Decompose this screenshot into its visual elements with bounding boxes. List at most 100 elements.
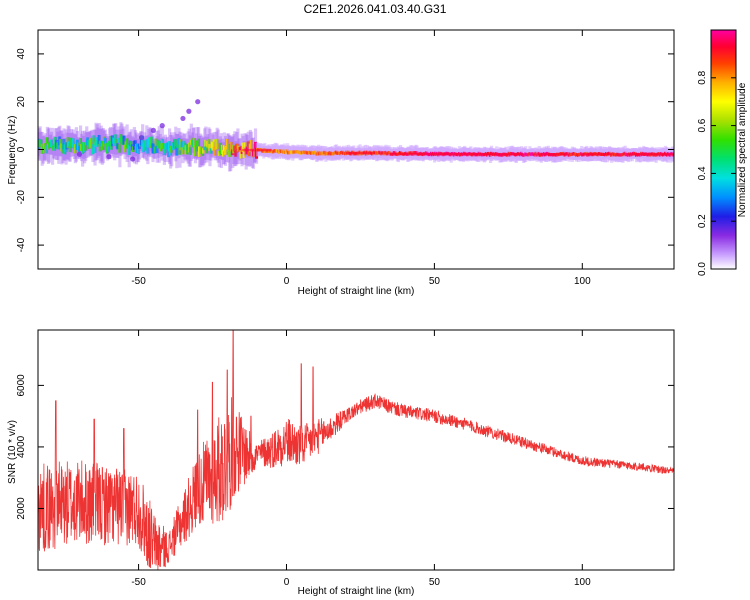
spectrogram-core-cell [117, 137, 121, 143]
spectrogram-core-cell [212, 139, 216, 148]
spectrogram-y-ticks: -40 -20 0 20 40 [16, 48, 674, 252]
colorbar-tick-label: 0.6 [697, 118, 708, 132]
spectrogram-core-cell [73, 144, 77, 154]
spectrogram-core-cell [197, 138, 201, 147]
spectrogram-image [38, 99, 674, 172]
spectrogram-scatter-blob [138, 134, 145, 141]
spectrogram-core-cell [137, 146, 141, 155]
colorbar-tick-label: 0.4 [697, 166, 708, 180]
spectrogram-y-tick-label: 20 [16, 96, 27, 108]
spectrogram-x-tick-label: -50 [131, 276, 146, 287]
spectrogram-core-cell [180, 141, 184, 148]
spectrogram-core-cell [90, 139, 94, 147]
spectrogram-core-cell [133, 140, 137, 147]
spectrogram-core-cell [62, 138, 66, 150]
spectrogram-core-cell [177, 138, 181, 149]
spectrogram-y-tick-label: 0 [16, 146, 27, 152]
spectrogram-core-cell [114, 134, 118, 144]
spectrogram-core-cell [175, 146, 179, 156]
spectrogram-core-cell [207, 138, 211, 149]
spectrogram-core-cell [155, 145, 159, 154]
spectrogram-core-cell [127, 144, 131, 155]
spectrogram-core-cell [53, 144, 57, 151]
spectrogram-core-cell [217, 150, 221, 157]
spectrogram-core-cell [213, 146, 217, 156]
snr-y-ticks: 2000 4000 6000 [16, 374, 674, 520]
spectrogram-core-cell [79, 138, 83, 146]
spectrogram-core-cell [208, 143, 212, 152]
spectrogram-core-cell [161, 142, 165, 149]
spectrogram-core-cell [233, 145, 237, 152]
snr-y-tick-label: 6000 [16, 374, 27, 397]
snr-x-tick-label: 100 [574, 577, 591, 588]
spectrogram-scatter-blob [130, 156, 136, 162]
spectrogram-x-tick-label: 50 [429, 276, 441, 287]
colorbar-gradient [711, 30, 736, 269]
spectrogram-core-cell [242, 147, 246, 158]
spectrogram-scatter-blob [195, 99, 201, 105]
spectrogram-core-cell [150, 136, 154, 146]
spectrogram-scatter-blob [186, 108, 192, 114]
spectrogram-core-cell [220, 144, 224, 155]
spectrogram-core-cell [234, 150, 238, 157]
snr-y-tick-label: 4000 [16, 435, 27, 458]
spectrogram-scatter-blob [180, 115, 186, 122]
spectrogram-core-cell [168, 141, 172, 152]
spectrogram-y-tick-label: -20 [16, 190, 27, 205]
spectrogram-core-cell [254, 141, 258, 149]
spectrogram-core-cell [225, 146, 229, 155]
spectrogram-core-cell [84, 142, 88, 151]
spectrogram-core-cell [249, 139, 253, 150]
spectrogram-core-cell [216, 143, 220, 149]
spectrogram-peak-band [242, 148, 272, 152]
figure-title: C2E1.2026.041.03.40.G31 [304, 2, 447, 16]
spectrogram-core-cell [146, 145, 150, 154]
spectrogram-scatter-blob [76, 151, 83, 157]
spectrogram-core-cell [192, 137, 196, 148]
spectrogram-core-cell [229, 149, 233, 157]
snr-x-tick-label: -50 [131, 577, 146, 588]
spectrogram-scatter-blob [106, 154, 112, 160]
spectrogram-x-tick-label: 0 [284, 276, 290, 287]
colorbar-tick-label: 0.8 [697, 70, 708, 84]
colorbar: 0.0 0.2 0.4 0.6 0.8 Normalized spectral ampl… [697, 29, 748, 276]
snr-plot-area [38, 330, 674, 570]
spectrogram-core-cell [97, 134, 101, 144]
colorbar-tick-label: 0.2 [697, 214, 708, 228]
snr-y-tick-label: 2000 [16, 497, 27, 520]
spectrogram-core-cell [153, 146, 157, 154]
spectrogram-peak-band [582, 152, 612, 156]
spectrogram-core-cell [181, 147, 185, 155]
spectrogram-core-cell [202, 148, 206, 154]
spectrogram-core-cell [174, 138, 178, 150]
spectrogram-core-cell [116, 143, 120, 150]
spectrogram-core-cell [44, 145, 48, 154]
spectrogram-core-cell [167, 146, 171, 158]
colorbar-tick-label: 0.0 [697, 262, 708, 276]
spectrogram-core-cell [50, 139, 54, 148]
spectrogram-core-cell [57, 141, 61, 150]
spectrogram-peak-band [345, 151, 376, 155]
spectrogram-core-cell [204, 139, 208, 147]
spectrogram-core-cell [239, 150, 243, 159]
spectrogram-core-cell [154, 138, 158, 146]
spectrogram-core-cell [39, 139, 43, 146]
snr-x-tick-label: 0 [284, 577, 290, 588]
spectrogram-core-cell [109, 135, 113, 145]
spectrogram-core-cell [221, 150, 225, 157]
colorbar-label: Normalized spectral amplitude [737, 82, 748, 217]
spectrogram-core-cell [241, 142, 245, 153]
spectrogram-core-cell [247, 150, 251, 157]
spectrogram-core-cell [78, 145, 82, 152]
spectrogram-scatter-blob [159, 123, 165, 129]
spectrogram-core-cell [122, 135, 126, 145]
snr-x-label: Height of straight line (km) [298, 586, 415, 597]
spectrogram-x-ticks: -50 0 50 100 [131, 30, 591, 287]
spectrogram-core-cell [125, 138, 129, 149]
snr-frame [37, 329, 675, 571]
snr-series-line [38, 330, 674, 570]
spectrogram-peak-band [390, 152, 524, 156]
spectrogram-y-tick-label: -40 [16, 237, 27, 252]
spectrogram-core-cell [227, 143, 231, 153]
